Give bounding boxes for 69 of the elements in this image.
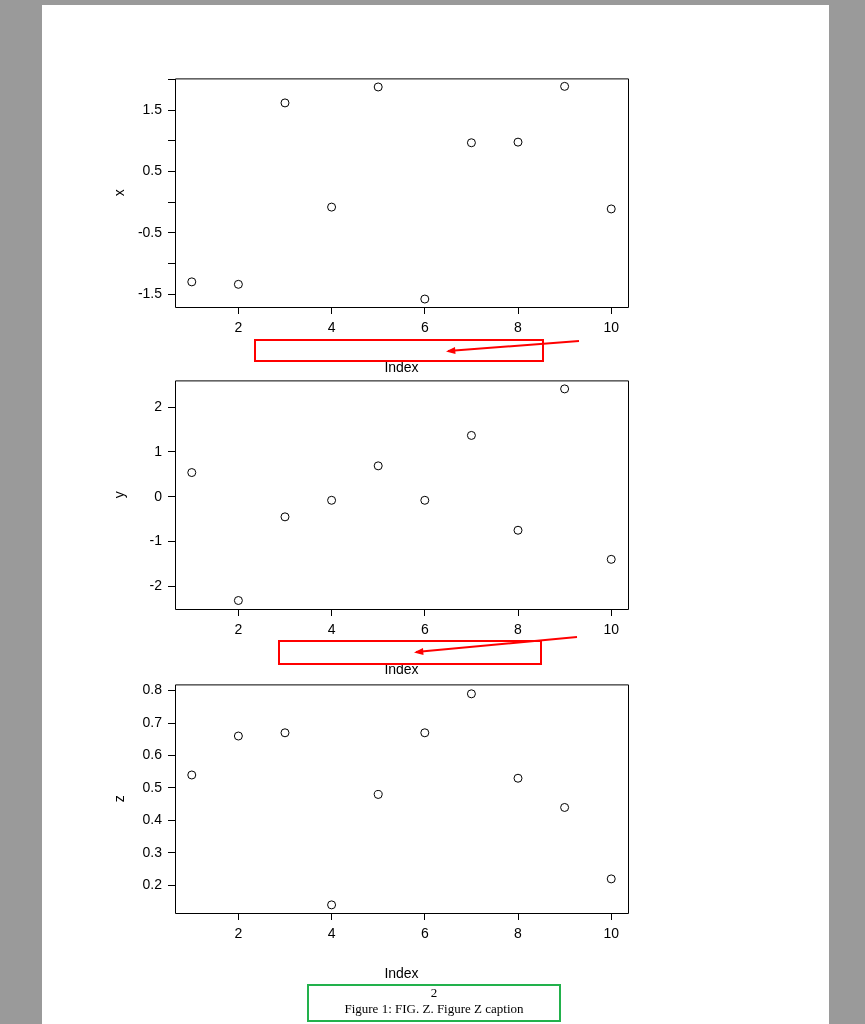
x-axis-title: Index [384, 661, 419, 678]
point [233, 279, 243, 289]
x-tick-label: 2 [234, 319, 243, 336]
point [373, 789, 383, 799]
y-tick-label: 0.6 [142, 746, 163, 763]
x-tick-label: 8 [514, 319, 523, 336]
y-tick-label: 0.8 [142, 681, 163, 698]
y-axis-title: x [111, 189, 128, 197]
point [327, 495, 337, 505]
point [606, 874, 616, 884]
y-tick-label: 0.7 [142, 713, 163, 730]
x-axis-title: Index [384, 359, 419, 376]
point [560, 384, 570, 394]
y-tick-label: 0.5 [142, 162, 163, 179]
point [466, 430, 476, 440]
y-tick-label: 0.5 [142, 778, 163, 795]
point [513, 525, 523, 535]
point [187, 770, 197, 780]
x-tick-label: 4 [327, 621, 336, 638]
point [327, 202, 337, 212]
x-tick-label: 10 [603, 925, 620, 942]
point [233, 596, 243, 605]
x-tick-label: 2 [234, 621, 243, 638]
point [373, 461, 383, 471]
x-tick-label: 10 [603, 621, 620, 638]
point [466, 689, 476, 699]
x-tick-label: 6 [420, 621, 429, 638]
caption: Figure 1: FIG. Z. Figure Z caption [343, 1001, 525, 1016]
x-tick-label: 8 [514, 925, 523, 942]
y-tick-label: 2 [154, 398, 163, 415]
point [513, 137, 523, 147]
y-tick-label: -1 [149, 532, 163, 549]
x-tick-label: 10 [603, 319, 620, 336]
y-axis-title: y [111, 491, 128, 499]
point [606, 204, 616, 214]
x-tick-label: 8 [514, 621, 523, 638]
point [420, 495, 430, 505]
point [560, 802, 570, 812]
point [420, 728, 430, 738]
point [606, 554, 616, 564]
point [420, 294, 430, 304]
y-tick-label: 0.4 [142, 811, 163, 828]
point [373, 82, 383, 92]
x-tick-label: 4 [327, 319, 336, 336]
point [280, 512, 290, 522]
text: 2 [429, 985, 439, 1000]
point [280, 728, 290, 738]
x-tick-label: 6 [420, 319, 429, 336]
y-axis-title: z [111, 795, 128, 803]
point [560, 81, 570, 91]
y-tick-label: 0.3 [142, 843, 163, 860]
y-tick-label: 0 [154, 487, 163, 504]
point [233, 731, 243, 741]
y-tick-label: 0.2 [142, 876, 163, 893]
y-tick-label: 1 [154, 442, 163, 459]
point [327, 900, 337, 910]
point [280, 98, 290, 108]
point [513, 773, 523, 783]
x-axis-title: Index [384, 965, 419, 982]
y-tick-label: 1.5 [142, 101, 163, 118]
x-tick-label: 6 [420, 925, 429, 942]
point [187, 468, 197, 478]
y-tick-label: -0.5 [137, 223, 163, 240]
y-tick-label: -1.5 [137, 284, 163, 301]
point [187, 277, 197, 287]
y-tick-label: -2 [149, 577, 163, 594]
x-tick-label: 2 [234, 925, 243, 942]
point [466, 138, 476, 148]
x-tick-label: 4 [327, 925, 336, 942]
